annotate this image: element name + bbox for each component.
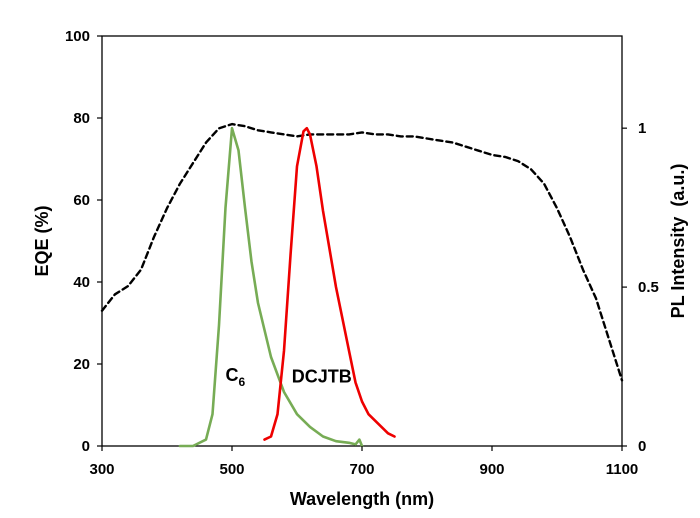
y2-tick-label: 1 bbox=[638, 120, 646, 137]
y2-tick-label: 0.5 bbox=[638, 279, 659, 296]
y-tick-label: 40 bbox=[73, 274, 90, 291]
x-axis-title: Wavelength (nm) bbox=[290, 489, 434, 509]
y-tick-label: 0 bbox=[82, 438, 90, 455]
c6-pl-curve bbox=[178, 126, 364, 448]
eqe-curve bbox=[100, 122, 624, 382]
y2-axis-title: PL Intensity (a.u.) bbox=[668, 164, 688, 319]
series-layer bbox=[100, 122, 624, 448]
x-tick-label: 500 bbox=[219, 461, 244, 478]
series-label-c6-main: C bbox=[226, 365, 239, 385]
y-tick-label: 100 bbox=[65, 28, 90, 45]
x-tick-label: 1100 bbox=[606, 461, 639, 478]
x-tick-label: 700 bbox=[349, 461, 374, 478]
series-label-c6-subscript: 6 bbox=[239, 375, 246, 389]
y-tick-label: 80 bbox=[73, 110, 90, 127]
dcjtb-pl-curve bbox=[263, 126, 396, 441]
y-tick-label: 60 bbox=[73, 192, 90, 209]
y-axis-title: EQE (%) bbox=[32, 205, 52, 276]
ticks-layer: 300 500 700 900 1100 0 20 40 60 80 100 0 0.5 1 bbox=[65, 28, 659, 478]
y-tick-label: 20 bbox=[73, 356, 90, 373]
x-tick-label: 300 bbox=[89, 461, 114, 478]
x-tick-label: 900 bbox=[479, 461, 504, 478]
series-label-c6: C6 bbox=[226, 365, 246, 389]
series-label-dcjtb: DCJTB bbox=[292, 366, 352, 386]
y2-tick-label: 0 bbox=[638, 438, 646, 455]
